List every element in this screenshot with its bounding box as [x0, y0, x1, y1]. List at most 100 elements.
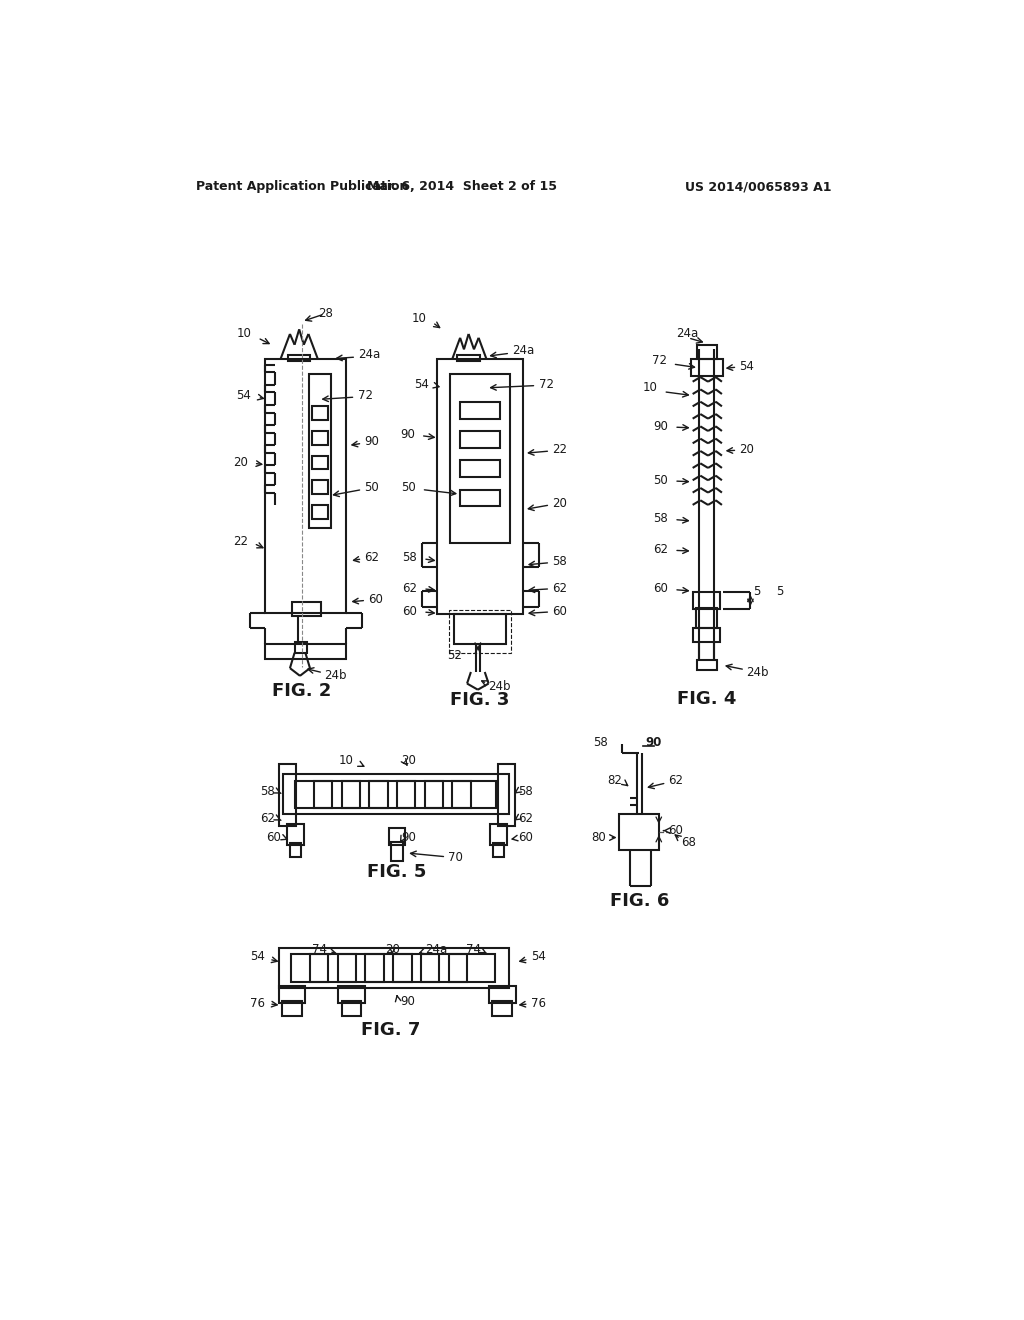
Text: FIG. 2: FIG. 2 — [271, 682, 331, 700]
Bar — [691, 359, 724, 376]
Bar — [283, 1001, 301, 1016]
Text: 58: 58 — [553, 554, 567, 568]
Text: 20: 20 — [233, 455, 249, 469]
Bar — [453, 780, 471, 808]
Text: 62: 62 — [668, 774, 683, 787]
Text: 60: 60 — [402, 605, 417, 618]
Text: 54: 54 — [251, 950, 265, 964]
Bar — [295, 780, 497, 808]
Bar — [339, 986, 365, 1003]
Bar — [292, 602, 321, 615]
Text: 10: 10 — [643, 381, 658, 395]
Bar — [265, 359, 346, 612]
Text: 20: 20 — [385, 942, 399, 956]
Bar — [425, 780, 443, 808]
Bar — [397, 780, 416, 808]
Text: 24b: 24b — [487, 680, 510, 693]
Text: 50: 50 — [364, 482, 379, 495]
Bar — [692, 628, 720, 642]
Text: FIG. 7: FIG. 7 — [361, 1022, 421, 1039]
Text: 60: 60 — [518, 832, 532, 843]
Bar — [454, 614, 506, 644]
Text: 74: 74 — [312, 942, 327, 956]
Text: 60: 60 — [368, 593, 383, 606]
Bar — [494, 843, 504, 857]
Text: US 2014/0065893 A1: US 2014/0065893 A1 — [685, 181, 831, 194]
Text: 58: 58 — [593, 735, 608, 748]
Bar — [310, 954, 329, 982]
Bar — [490, 824, 507, 845]
Text: 24a: 24a — [676, 327, 698, 341]
Text: 10: 10 — [339, 754, 354, 767]
Bar — [290, 843, 301, 857]
Text: 80: 80 — [592, 832, 606, 843]
Text: 5: 5 — [776, 585, 783, 598]
Text: 54: 54 — [531, 950, 546, 964]
Bar — [451, 374, 510, 544]
Text: 28: 28 — [317, 308, 333, 321]
Bar — [449, 954, 467, 982]
Text: 76: 76 — [531, 997, 546, 1010]
Text: 82: 82 — [607, 774, 622, 787]
Text: 58: 58 — [402, 550, 417, 564]
Text: 22: 22 — [553, 444, 567, 455]
Bar — [280, 764, 296, 826]
Bar — [342, 1001, 360, 1016]
Bar — [295, 642, 307, 653]
Bar — [287, 824, 304, 845]
Text: 52: 52 — [446, 648, 462, 661]
Bar — [489, 986, 515, 1003]
Bar — [338, 954, 356, 982]
Bar — [421, 954, 439, 982]
Bar — [695, 609, 717, 628]
Text: FIG. 5: FIG. 5 — [367, 863, 426, 882]
Text: 22: 22 — [233, 536, 249, 548]
Text: 58: 58 — [260, 785, 275, 797]
Text: 90: 90 — [645, 735, 662, 748]
Text: 20: 20 — [401, 754, 417, 767]
Bar — [370, 780, 388, 808]
Text: 24b: 24b — [325, 669, 347, 682]
Bar — [393, 954, 412, 982]
Bar — [457, 355, 480, 360]
Text: 24a: 24a — [425, 942, 446, 956]
Text: 70: 70 — [447, 851, 463, 865]
Bar — [618, 814, 658, 850]
Text: 90: 90 — [653, 420, 668, 433]
Text: 62: 62 — [364, 550, 379, 564]
Bar — [437, 359, 523, 614]
Text: 24a: 24a — [512, 345, 534, 358]
Text: 76: 76 — [250, 997, 265, 1010]
Bar — [460, 490, 500, 507]
Text: 20: 20 — [739, 444, 754, 455]
Text: 74: 74 — [466, 942, 481, 956]
Text: 90: 90 — [364, 436, 379, 449]
Bar — [280, 986, 305, 1003]
Bar — [312, 432, 328, 445]
Text: FIG. 6: FIG. 6 — [610, 892, 670, 911]
Text: Patent Application Publication: Patent Application Publication — [196, 181, 409, 194]
Text: 62: 62 — [402, 582, 417, 594]
Text: FIG. 4: FIG. 4 — [677, 690, 736, 708]
Text: FIG. 3: FIG. 3 — [451, 692, 510, 709]
Text: 5: 5 — [753, 585, 760, 598]
Bar — [460, 461, 500, 478]
Bar — [283, 775, 509, 814]
Text: 90: 90 — [401, 832, 417, 843]
Text: 60: 60 — [653, 582, 668, 594]
Bar — [389, 829, 404, 845]
Text: 50: 50 — [400, 482, 416, 495]
Text: 58: 58 — [518, 785, 532, 797]
Bar — [460, 401, 500, 418]
Text: 62: 62 — [553, 582, 567, 594]
Bar — [450, 610, 511, 653]
Bar — [696, 660, 717, 671]
Bar — [309, 374, 331, 528]
Text: 24b: 24b — [746, 667, 769, 680]
Text: 54: 54 — [415, 378, 429, 391]
Bar — [692, 591, 720, 609]
Bar — [312, 480, 328, 494]
Bar — [289, 355, 310, 360]
Bar — [493, 1001, 512, 1016]
Bar — [391, 842, 403, 861]
